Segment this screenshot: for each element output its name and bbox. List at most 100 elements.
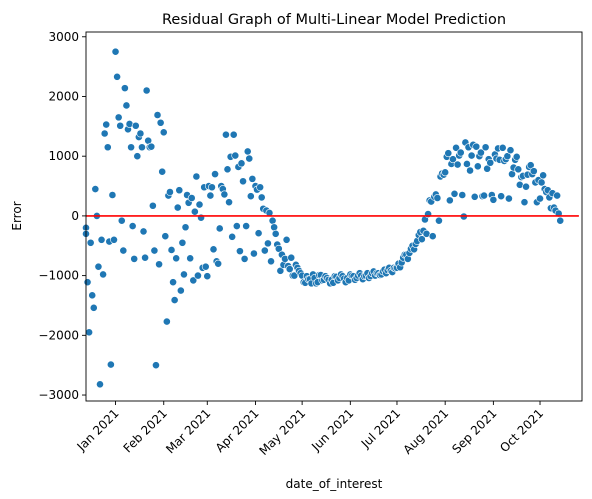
data-point (130, 254, 139, 263)
data-point (94, 262, 103, 271)
data-point (187, 194, 196, 202)
data-point (119, 246, 128, 255)
data-point (186, 254, 195, 263)
data-point (127, 143, 135, 152)
data-point (110, 235, 118, 244)
data-point (260, 246, 269, 255)
data-point (99, 270, 107, 279)
data-point (225, 198, 233, 207)
data-point (477, 148, 485, 157)
y-tick-label: 1000 (48, 149, 79, 163)
data-point (189, 276, 198, 285)
data-point (91, 185, 100, 193)
data-point (211, 170, 219, 179)
data-point (539, 171, 548, 180)
data-point (173, 203, 182, 212)
data-point (441, 168, 450, 177)
data-point (114, 113, 123, 122)
y-axis-label: Error (10, 201, 24, 230)
y-tick-label: −3000 (38, 388, 79, 402)
data-point (470, 192, 479, 201)
data-point (222, 130, 230, 139)
data-point (512, 152, 521, 161)
data-point (89, 303, 98, 312)
data-point (435, 216, 443, 225)
data-point (536, 194, 544, 203)
data-point (287, 253, 296, 262)
data-point (254, 229, 263, 238)
data-point (111, 47, 120, 56)
data-point (268, 216, 277, 225)
data-point (239, 177, 247, 186)
data-point (450, 189, 459, 198)
data-point (520, 198, 529, 207)
data-point (497, 192, 506, 201)
data-point (152, 361, 160, 370)
data-point (466, 166, 474, 175)
data-point (116, 121, 125, 130)
data-point (147, 142, 156, 151)
data-point (514, 165, 523, 174)
plot-frame (85, 31, 583, 402)
data-point (245, 154, 254, 163)
data-point (242, 222, 251, 230)
data-point (220, 190, 229, 199)
data-point (467, 151, 476, 160)
data-point (128, 222, 137, 230)
data-point (486, 158, 495, 167)
data-point (148, 201, 157, 210)
y-axis-ticks: 3000 2000 1000 0 −1000 −2000 −3000 (38, 30, 86, 402)
data-point (208, 183, 216, 192)
data-point (133, 152, 142, 161)
data-point (120, 84, 129, 93)
data-point (102, 120, 111, 129)
data-point (190, 207, 199, 216)
data-point (209, 245, 218, 254)
x-axis-label: date_of_interest (286, 477, 383, 491)
data-point (473, 162, 482, 171)
data-points (82, 47, 565, 389)
data-point (463, 160, 471, 168)
data-point (453, 160, 462, 169)
y-tick-label: −1000 (38, 269, 79, 283)
data-point (176, 286, 185, 295)
data-point (480, 191, 488, 200)
data-point (136, 129, 145, 138)
data-point (489, 195, 498, 204)
data-point (456, 148, 465, 157)
data-point (138, 143, 146, 152)
data-point (232, 222, 241, 230)
data-point (282, 235, 291, 244)
data-point (178, 238, 187, 247)
data-point (201, 262, 210, 271)
data-point (276, 266, 285, 275)
data-point (483, 164, 492, 173)
y-tick-label: 2000 (48, 89, 79, 103)
data-point (155, 260, 163, 269)
data-point (505, 194, 513, 203)
data-point (250, 249, 258, 258)
data-point (223, 165, 232, 174)
data-point (159, 128, 168, 137)
data-point (243, 147, 252, 156)
data-point (444, 149, 453, 158)
data-point (139, 227, 148, 236)
data-point (192, 172, 201, 181)
data-point (142, 86, 151, 95)
data-point (522, 182, 530, 191)
data-point (180, 270, 188, 279)
y-tick-label: −2000 (38, 328, 79, 342)
data-point (195, 200, 204, 209)
y-tick-label: 3000 (48, 30, 79, 44)
data-point (506, 146, 515, 155)
data-point (228, 232, 237, 241)
data-point (231, 151, 240, 160)
data-point (131, 121, 140, 130)
data-point (472, 142, 481, 151)
data-point (537, 178, 546, 187)
data-point (88, 291, 97, 300)
data-point (172, 254, 181, 263)
data-point (194, 271, 202, 280)
data-point (156, 118, 165, 127)
data-point (508, 170, 516, 179)
